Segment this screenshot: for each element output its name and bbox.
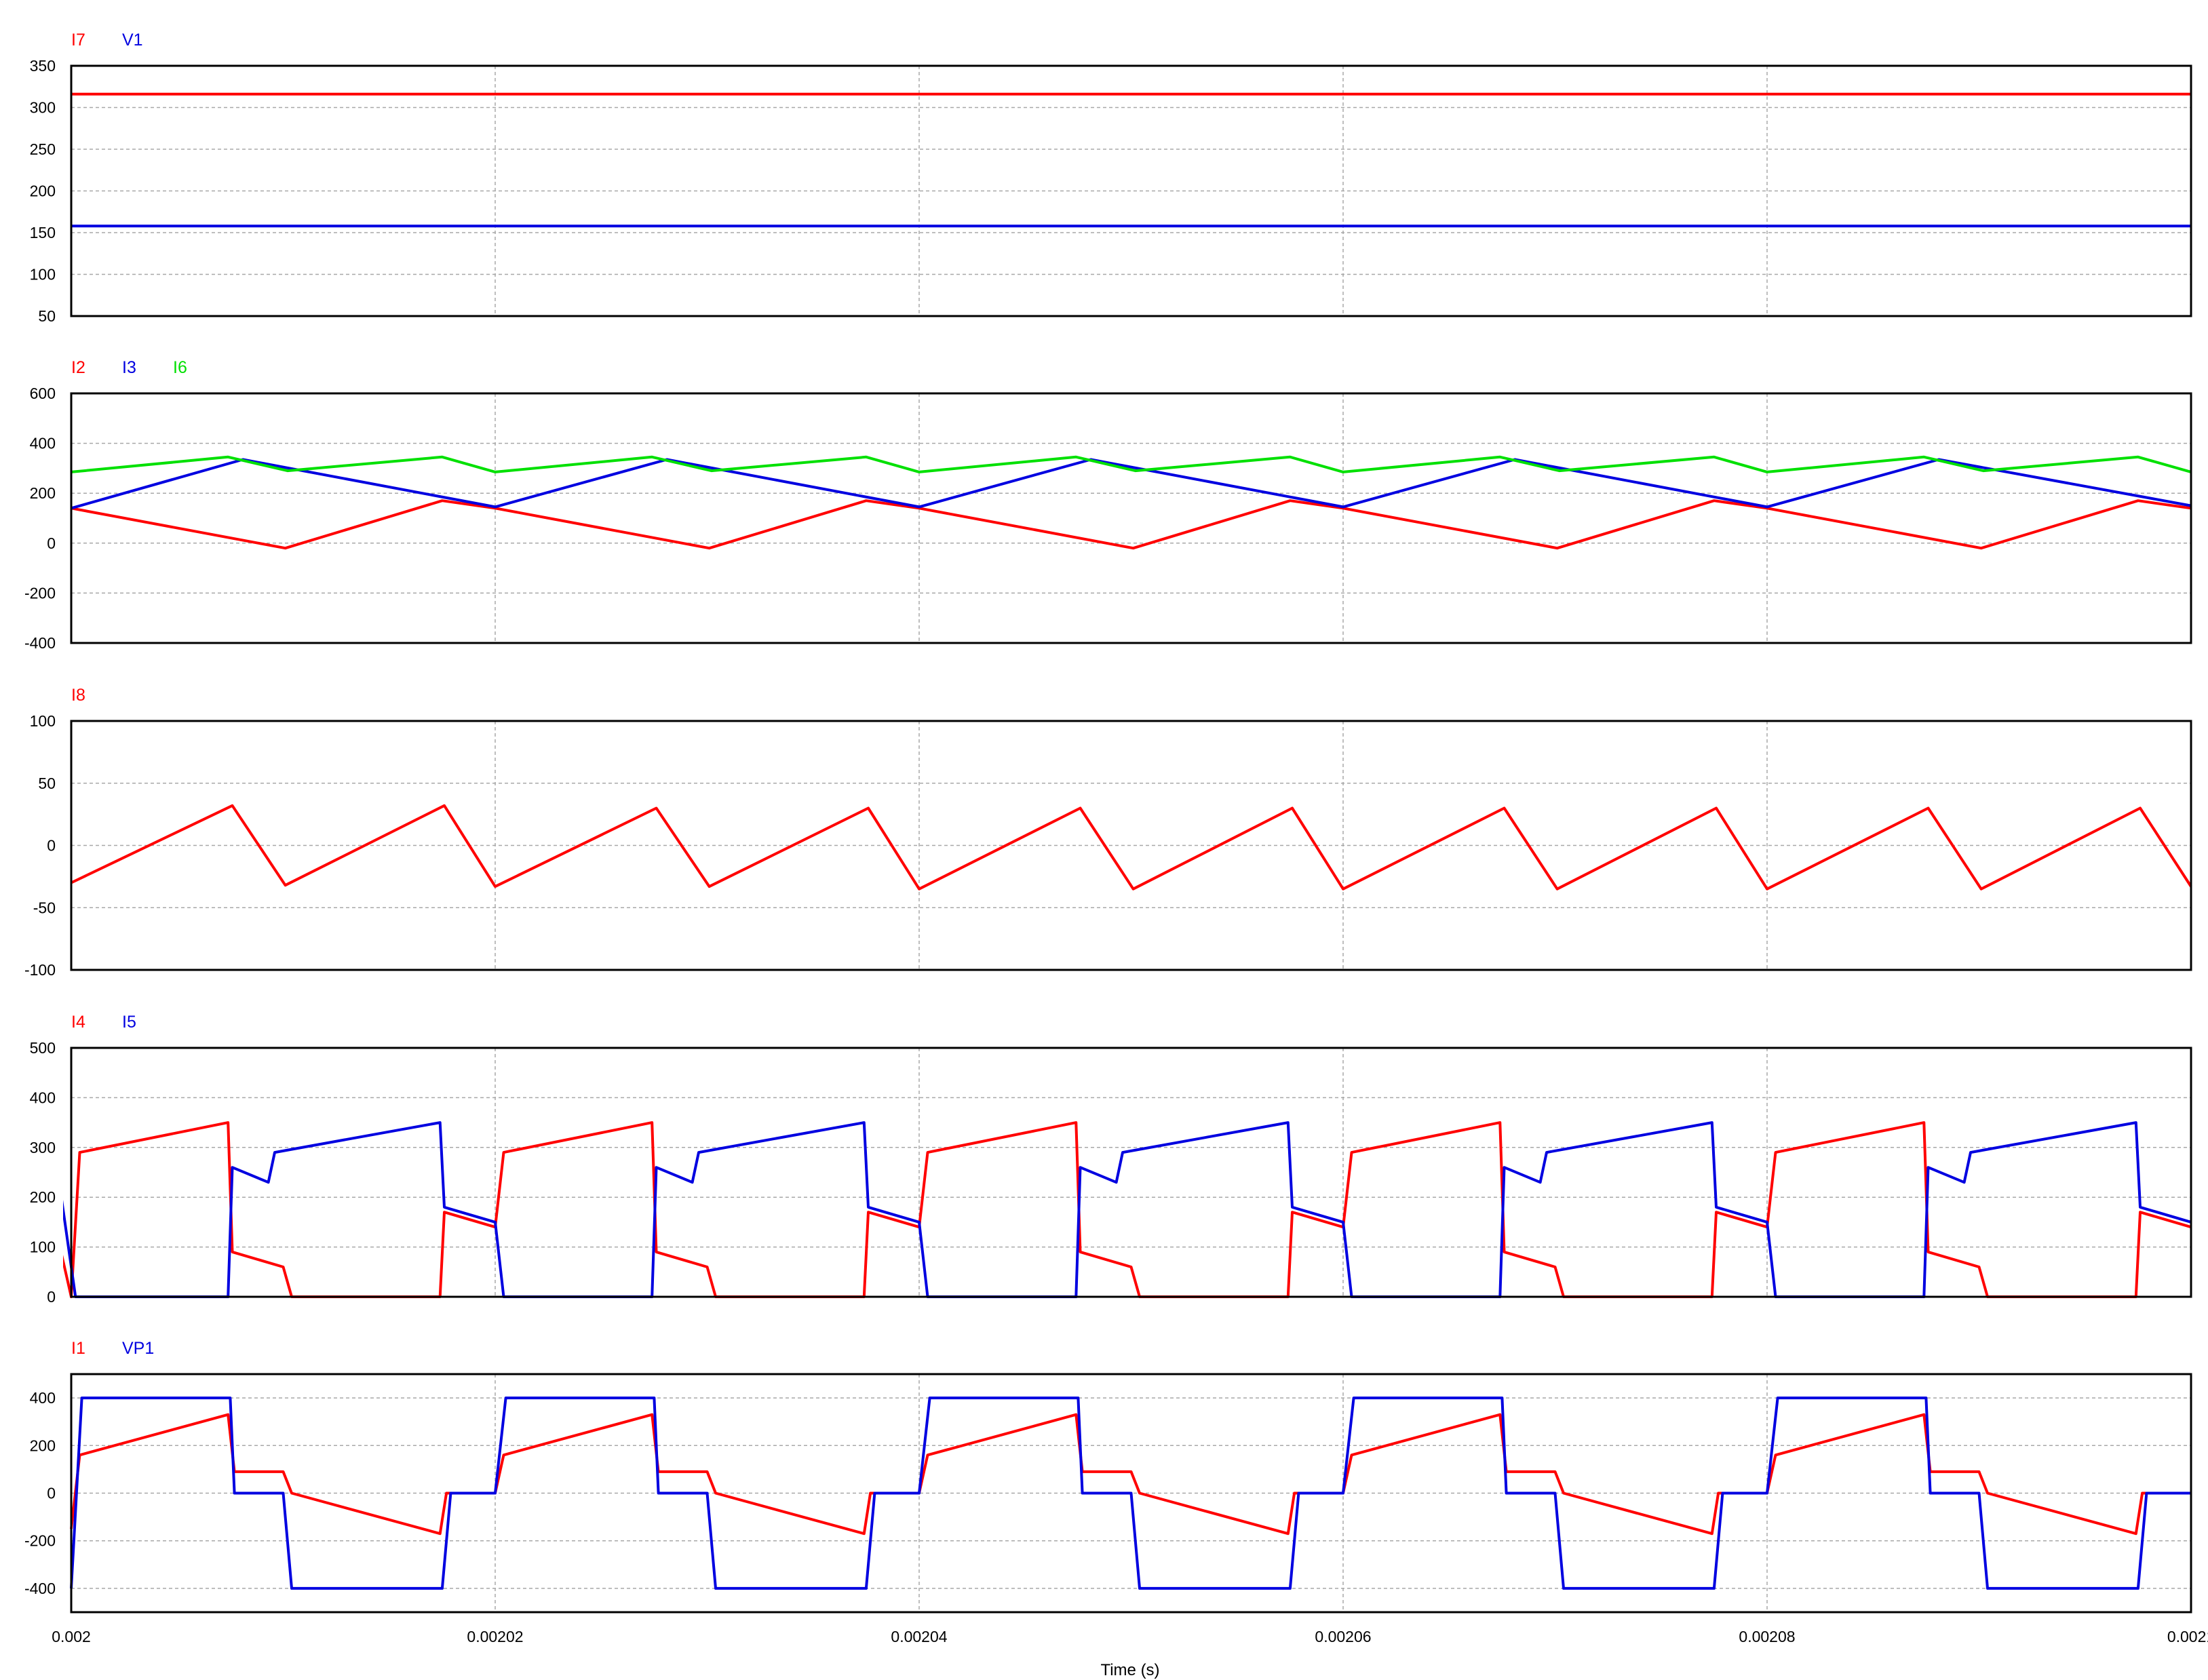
- y-tick-label: 200: [30, 1437, 56, 1454]
- plot-frame: [70, 64, 2192, 317]
- x-tick-label: 0.00202: [467, 1628, 523, 1645]
- plot-frame: [70, 392, 2192, 644]
- legend-label-i6: I6: [173, 358, 187, 377]
- y-tick-label: 500: [30, 1039, 56, 1057]
- y-tick-label: 0: [47, 1288, 56, 1306]
- y-tick-label: 150: [30, 224, 56, 241]
- legend-label-i8: I8: [71, 686, 85, 705]
- series-line-i8: [71, 804, 2192, 891]
- y-tick-label: 200: [30, 1188, 56, 1206]
- series-line-i1: [70, 1413, 2191, 1536]
- y-tick-label: 0: [47, 1485, 56, 1502]
- series-line-i5: [63, 1121, 2192, 1298]
- legend-label-v1: V1: [122, 31, 143, 50]
- plot-frame: [70, 1047, 2192, 1298]
- y-tick-label: 100: [30, 712, 56, 730]
- y-tick-label: 0: [47, 837, 56, 855]
- y-tick-label: 50: [38, 775, 56, 792]
- y-tick-label: -400: [24, 634, 56, 652]
- legend-label-i7: I7: [71, 31, 85, 50]
- y-tick-label: 300: [30, 1139, 56, 1156]
- x-tick-label: 0.00204: [891, 1628, 947, 1645]
- y-tick-label: 600: [30, 385, 56, 402]
- y-tick-label: 50: [38, 307, 56, 325]
- x-tick-label: 0.00206: [1315, 1628, 1371, 1645]
- legend-label-i3: I3: [122, 358, 136, 377]
- panel-1: 350 300 250 200 150 100 50 I7 V1: [30, 31, 2192, 325]
- legend-label-i4: I4: [71, 1013, 85, 1032]
- y-tick-label: 400: [30, 1389, 56, 1407]
- panel-3: 100 50 0 -50 -100 I8: [24, 686, 2192, 979]
- y-tick-label: 0: [47, 534, 56, 552]
- x-axis-title: Time (s): [1100, 1661, 1159, 1679]
- panel-4: 500 400 300 200 100 0 I4 I5: [30, 1013, 2192, 1306]
- y-tick-label: -100: [24, 961, 56, 979]
- series-line-i3: [71, 458, 2192, 510]
- plot-panels: 350 300 250 200 150 100 50 I7 V1 600 400 200 0 -200 -4…: [24, 31, 2192, 1614]
- y-tick-label: -50: [33, 899, 56, 916]
- plot-frame: [70, 1373, 2192, 1614]
- y-tick-label: 300: [30, 99, 56, 117]
- y-tick-label: 100: [30, 266, 56, 284]
- legend-label-vp1: VP1: [122, 1339, 154, 1358]
- y-tick-label: 400: [30, 1089, 56, 1106]
- plot-frame: [70, 720, 2192, 971]
- series-line-vp1: [70, 1396, 2191, 1590]
- y-tick-label: 200: [30, 182, 56, 200]
- series-line-i2: [71, 499, 2192, 550]
- legend-label-i2: I2: [71, 358, 85, 377]
- y-tick-label: -200: [24, 584, 56, 602]
- y-tick-label: -400: [24, 1580, 56, 1597]
- time-axis: Time (s) 0.002 0.00202 0.00204 0.00206 0.002…: [52, 1628, 2208, 1679]
- series-line-i4: [63, 1121, 2192, 1298]
- panel-5: 400 200 0 -200 -400 I1 VP1: [24, 1339, 2192, 1614]
- y-tick-label: 200: [30, 484, 56, 502]
- y-tick-label: 100: [30, 1238, 56, 1256]
- y-tick-label: 400: [30, 435, 56, 452]
- legend-label-i5: I5: [122, 1013, 136, 1032]
- y-tick-label: 350: [30, 57, 56, 75]
- y-tick-label: 250: [30, 140, 56, 158]
- series-line-i6: [71, 455, 2192, 473]
- panel-2: 600 400 200 0 -200 -400 I2 I3 I6: [24, 358, 2192, 652]
- y-tick-label: -200: [24, 1532, 56, 1550]
- x-tick-label: 0.00208: [1739, 1628, 1795, 1645]
- x-tick-label: 0.002: [52, 1628, 91, 1645]
- legend-label-i1: I1: [71, 1339, 85, 1358]
- x-tick-label: 0.0021: [2167, 1628, 2208, 1645]
